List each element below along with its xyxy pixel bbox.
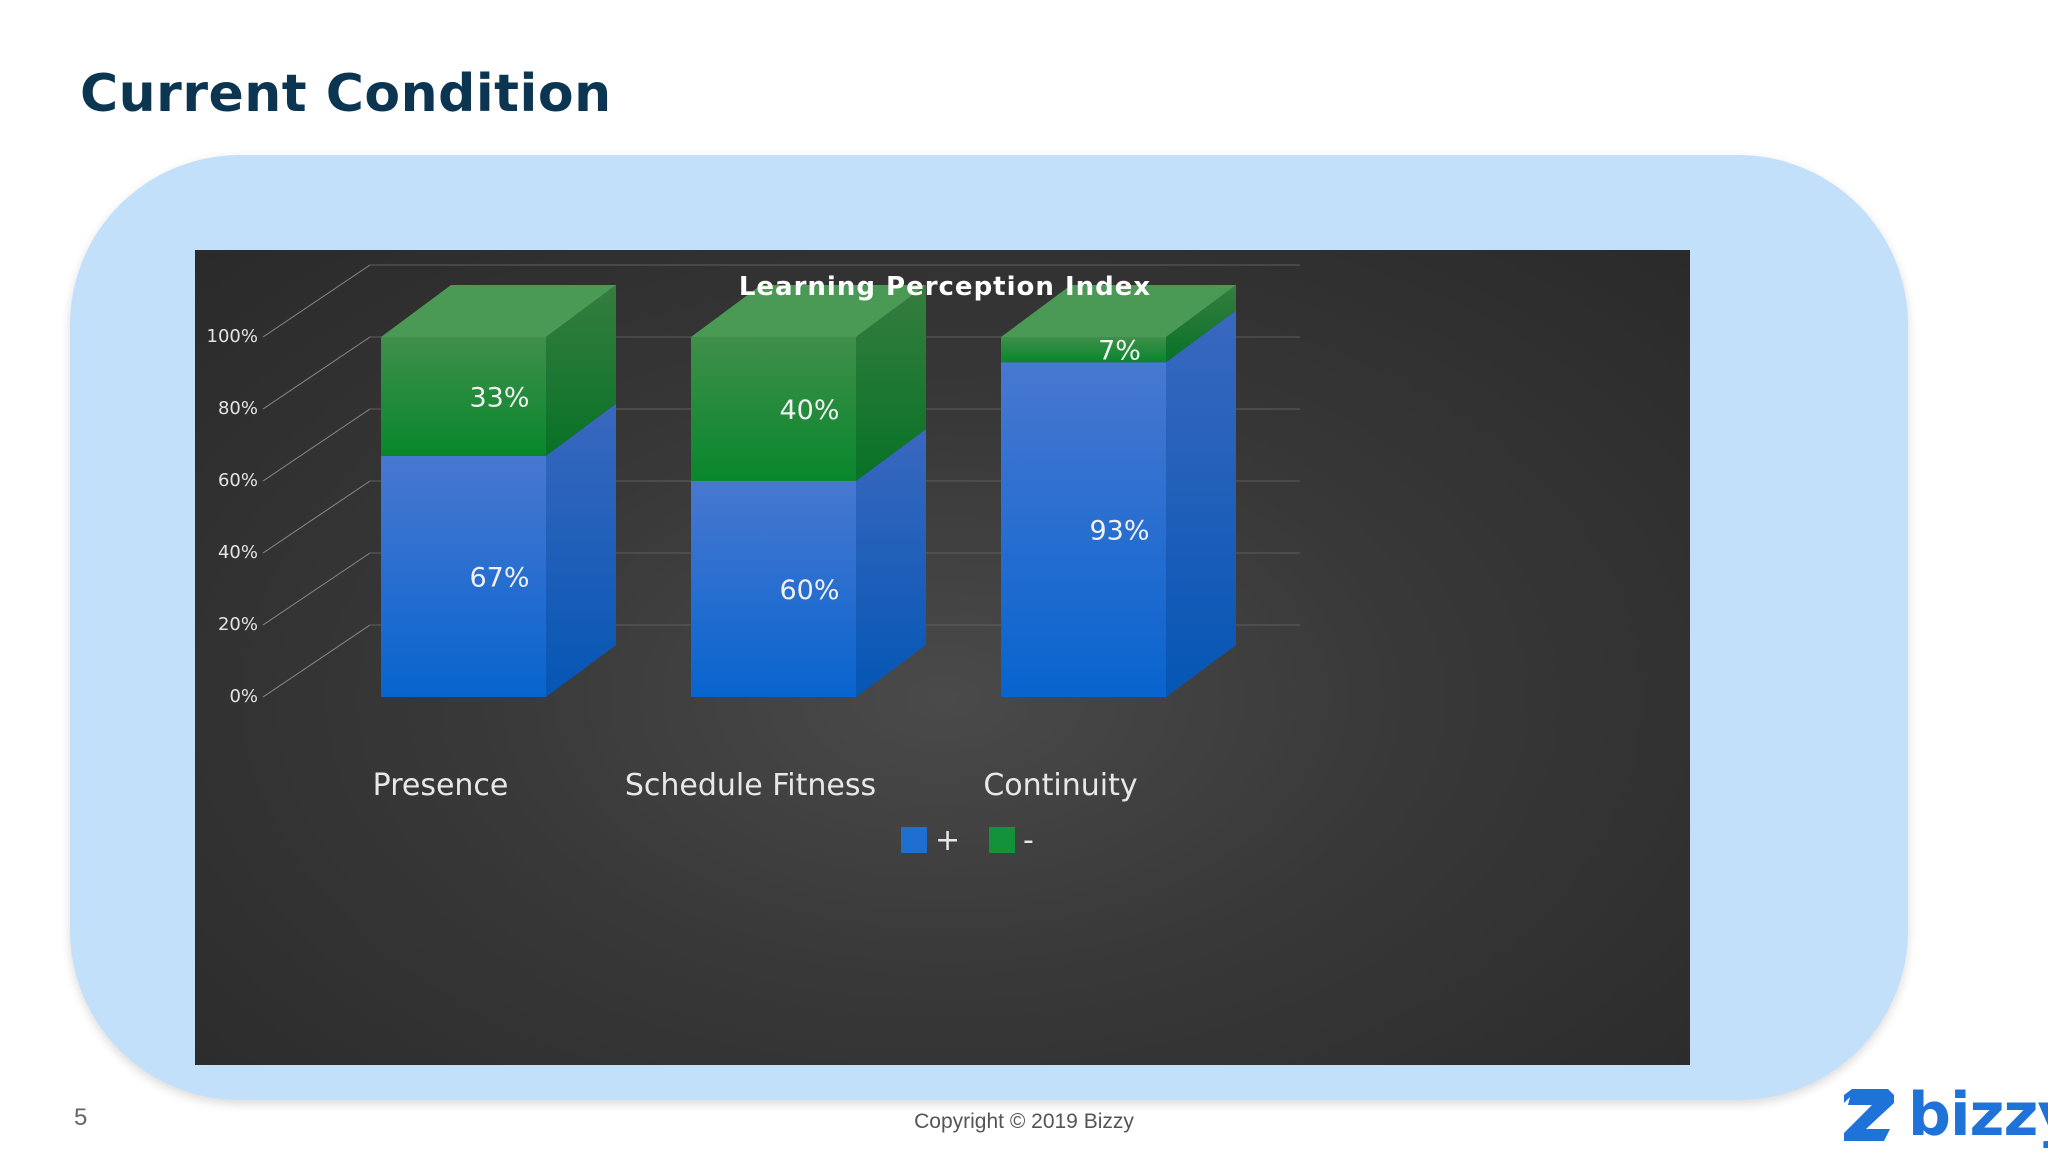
bar-side [856, 285, 926, 481]
chart-panel: 0% 20% 40% 60% 80% 100% 67% 33% 60% 40% 93% 7% Pre… [195, 250, 1690, 1065]
legend-swatch [901, 827, 927, 853]
grid-diagonal [262, 408, 371, 482]
y-axis: 0% 20% 40% 60% 80% 100% [207, 326, 258, 707]
legend: + - [901, 823, 1034, 858]
bar-side [856, 429, 926, 697]
data-label: 60% [779, 575, 839, 606]
bar-front [381, 455, 546, 697]
data-labels: 67% 33% 60% 40% 93% 7% [469, 336, 1149, 606]
bars [381, 285, 1236, 697]
data-label: 67% [469, 562, 529, 593]
x-category-label: Schedule Fitness [625, 768, 876, 803]
grid-diagonal [262, 624, 371, 698]
bar-top [691, 285, 926, 337]
y-tick-label: 100% [207, 326, 258, 347]
bar-side [546, 285, 616, 456]
bar-front [691, 337, 856, 481]
bar-front [691, 481, 856, 697]
legend-label: - [1023, 823, 1034, 858]
grid-diagonal [262, 336, 371, 410]
bar-top [1001, 285, 1236, 337]
y-tick-label: 40% [218, 542, 258, 563]
y-tick-label: 20% [218, 614, 258, 635]
data-label: 7% [1098, 336, 1141, 367]
bar-side [1166, 310, 1236, 697]
data-label: 33% [469, 382, 529, 413]
brand-name: bizzy [1908, 1080, 2048, 1150]
x-category-label: Continuity [983, 768, 1137, 803]
bar-front [1001, 362, 1166, 697]
y-tick-label: 0% [229, 686, 258, 707]
legend-label: + [935, 823, 960, 858]
slide-number: 5 [74, 1104, 88, 1131]
bar-side [1166, 285, 1236, 363]
bar-side [546, 403, 616, 697]
bar-top [381, 285, 616, 337]
data-label: 93% [1089, 516, 1149, 547]
bizzy-logo: bizzy [1838, 1085, 2048, 1145]
bizzy-logo-icon [1844, 1089, 1894, 1141]
grid-diagonal [262, 480, 371, 554]
grid-diagonal [262, 552, 371, 626]
x-axis: Presence Schedule Fitness Continuity [373, 768, 1138, 803]
grid-diagonal [262, 264, 371, 338]
x-category-label: Presence [373, 768, 509, 803]
chart-svg: 0% 20% 40% 60% 80% 100% 67% 33% 60% 40% 93% 7% Pre… [207, 264, 1300, 858]
data-label: 40% [779, 395, 839, 426]
bar-front [1001, 337, 1166, 363]
bar-front [381, 337, 546, 456]
y-tick-label: 80% [218, 398, 258, 419]
legend-swatch [989, 827, 1015, 853]
y-tick-label: 60% [218, 470, 258, 491]
slide-title: Current Condition [80, 64, 612, 124]
copyright-text: Copyright © 2019 Bizzy [914, 1110, 1134, 1133]
chart-title: Learning Perception Index [739, 272, 1151, 302]
